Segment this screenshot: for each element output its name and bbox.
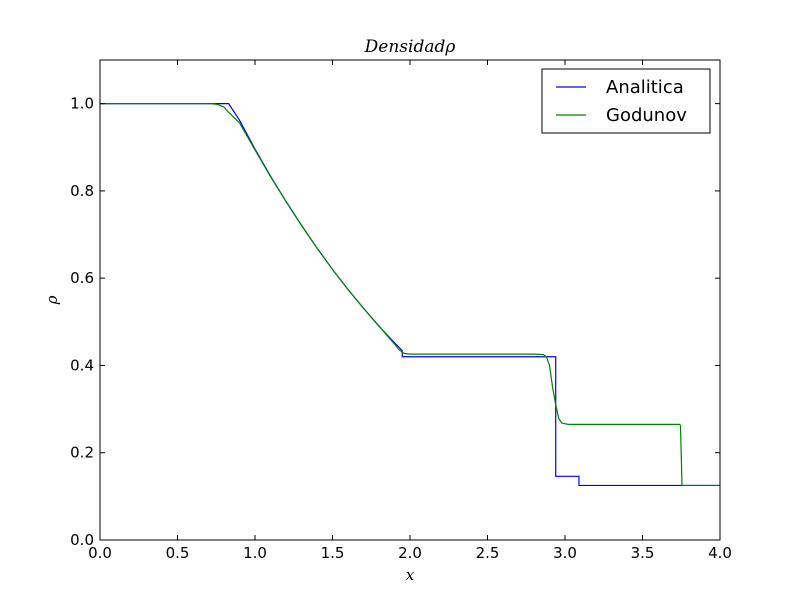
y-axis-label: ρ	[43, 295, 61, 305]
x-tick-label: 3.5	[631, 544, 655, 562]
x-tick-label: 0.0	[88, 544, 112, 562]
x-tick-label: 3.0	[553, 544, 577, 562]
legend-label-analitica: Analitica	[606, 77, 684, 98]
legend: Analitica Godunov	[541, 68, 711, 134]
legend-label-godunov: Godunov	[606, 105, 687, 126]
y-tick-label: 0.6	[70, 269, 94, 287]
y-tick-label: 0.2	[70, 444, 94, 462]
y-tick-label: 0.8	[70, 182, 94, 200]
axis-ticks: 0.0 0.5 1.0 1.5 2.0 2.5 3.0 3.5 4.0 0.0 0.2 0.4 0.6 0…	[70, 60, 732, 562]
legend-box	[541, 68, 711, 134]
x-tick-label: 2.5	[476, 544, 500, 562]
series-line-godunov	[100, 103, 720, 487]
x-tick-label: 1.5	[321, 544, 345, 562]
plot-area	[100, 103, 720, 487]
y-tick-label: 0.4	[70, 356, 94, 374]
x-tick-label: 2.0	[398, 544, 422, 562]
series-line-analitica	[100, 103, 720, 487]
x-axis-label: x	[406, 566, 415, 584]
y-tick-label: 1.0	[70, 95, 94, 113]
chart-title: Densidadρ	[364, 37, 456, 57]
y-tick-label: 0.0	[70, 531, 94, 549]
x-tick-label: 0.5	[166, 544, 190, 562]
x-tick-label: 1.0	[243, 544, 267, 562]
x-tick-label: 4.0	[708, 544, 732, 562]
